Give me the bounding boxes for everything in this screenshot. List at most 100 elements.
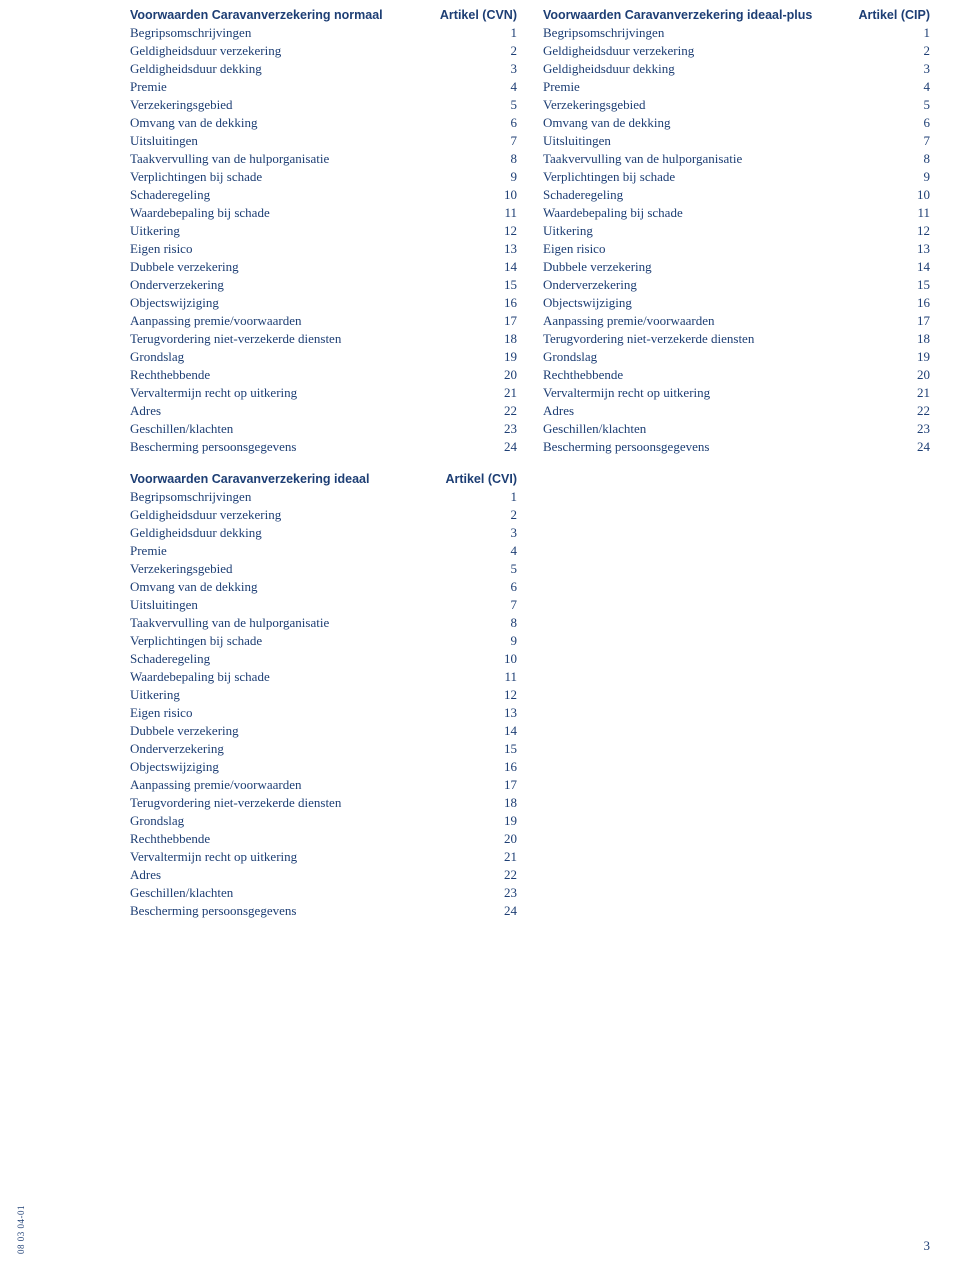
toc-item-number: 18: [427, 794, 517, 812]
toc-item-label: Verzekeringsgebied: [543, 96, 840, 114]
toc-item-label: Geschillen/klachten: [130, 884, 427, 902]
toc-item-label: Verplichtingen bij schade: [130, 632, 427, 650]
table-row: Geldigheidsduur verzekering2: [130, 506, 517, 524]
toc-item-number: 14: [427, 258, 517, 276]
toc-item-label: Terugvordering niet-verzekerde diensten: [543, 330, 840, 348]
toc-item-label: Onderverzekering: [543, 276, 840, 294]
toc-item-label: Begripsomschrijvingen: [130, 488, 427, 506]
toc-item-label: Eigen risico: [130, 704, 427, 722]
toc-item-number: 23: [427, 884, 517, 902]
toc-item-label: Schaderegeling: [130, 186, 427, 204]
toc-item-number: 19: [840, 348, 930, 366]
toc-item-number: 15: [427, 740, 517, 758]
toc-item-number: 10: [427, 650, 517, 668]
toc-item-label: Waardebepaling bij schade: [543, 204, 840, 222]
toc-item-number: 1: [840, 24, 930, 42]
toc-item-number: 22: [427, 402, 517, 420]
toc-item-number: 2: [427, 506, 517, 524]
toc-item-number: 11: [427, 204, 517, 222]
toc-item-number: 4: [427, 542, 517, 560]
toc-item-number: 4: [427, 78, 517, 96]
table-row: Geschillen/klachten23: [130, 884, 517, 902]
table-row: Geldigheidsduur dekking3: [543, 60, 930, 78]
table-row: Objectswijziging16: [543, 294, 930, 312]
toc-item-label: Grondslag: [130, 812, 427, 830]
toc-item-number: 17: [427, 776, 517, 794]
toc-item-number: 13: [427, 704, 517, 722]
table-row: Rechthebbende20: [130, 830, 517, 848]
toc-item-number: 12: [427, 686, 517, 704]
table-row: Aanpassing premie/voorwaarden17: [130, 312, 517, 330]
left-column: Voorwaarden Caravanverzekering normaal A…: [130, 6, 517, 934]
table-row: Terugvordering niet-verzekerde diensten1…: [130, 330, 517, 348]
toc-item-label: Uitsluitingen: [130, 596, 427, 614]
toc-item-label: Waardebepaling bij schade: [130, 668, 427, 686]
toc-item-number: 2: [427, 42, 517, 60]
toc-item-number: 13: [427, 240, 517, 258]
table-row: Verplichtingen bij schade9: [130, 168, 517, 186]
toc-item-number: 10: [840, 186, 930, 204]
toc-item-number: 23: [840, 420, 930, 438]
toc-item-number: 12: [840, 222, 930, 240]
toc-item-number: 14: [840, 258, 930, 276]
toc-item-number: 16: [427, 758, 517, 776]
toc-item-number: 6: [427, 114, 517, 132]
toc-item-number: 4: [840, 78, 930, 96]
table-row: Onderverzekering15: [130, 740, 517, 758]
document-code: 08 03 04-01: [16, 1205, 26, 1254]
toc-item-number: 1: [427, 488, 517, 506]
block-code: Artikel (CVI): [427, 470, 517, 488]
toc-item-label: Grondslag: [543, 348, 840, 366]
table-row: Geldigheidsduur verzekering2: [130, 42, 517, 60]
block-title: Voorwaarden Caravanverzekering normaal: [130, 6, 427, 24]
table-row: Omvang van de dekking6: [543, 114, 930, 132]
toc-item-label: Premie: [130, 542, 427, 560]
toc-item-number: 13: [840, 240, 930, 258]
table-row: Waardebepaling bij schade11: [130, 668, 517, 686]
toc-item-number: 22: [427, 866, 517, 884]
toc-item-number: 8: [427, 614, 517, 632]
table-row: Adres22: [130, 866, 517, 884]
toc-item-label: Rechthebbende: [543, 366, 840, 384]
table-row: Onderverzekering15: [543, 276, 930, 294]
toc-item-number: 5: [427, 560, 517, 578]
toc-item-label: Geschillen/klachten: [543, 420, 840, 438]
toc-item-number: 3: [427, 524, 517, 542]
toc-item-label: Geldigheidsduur verzekering: [130, 42, 427, 60]
toc-block-cvi: Voorwaarden Caravanverzekering ideaal Ar…: [130, 470, 517, 920]
table-row: Geldigheidsduur dekking3: [130, 524, 517, 542]
toc-item-number: 10: [427, 186, 517, 204]
toc-item-label: Aanpassing premie/voorwaarden: [130, 776, 427, 794]
table-row: Objectswijziging16: [130, 294, 517, 312]
toc-item-number: 1: [427, 24, 517, 42]
right-column: Voorwaarden Caravanverzekering ideaal-pl…: [543, 6, 930, 934]
toc-item-number: 6: [840, 114, 930, 132]
toc-item-label: Terugvordering niet-verzekerde diensten: [130, 794, 427, 812]
toc-item-number: 11: [427, 668, 517, 686]
toc-item-label: Omvang van de dekking: [130, 114, 427, 132]
toc-item-label: Dubbele verzekering: [130, 722, 427, 740]
toc-item-label: Objectswijziging: [130, 758, 427, 776]
block-code: Artikel (CIP): [840, 6, 930, 24]
toc-item-label: Geldigheidsduur verzekering: [130, 506, 427, 524]
table-row: Bescherming persoonsgegevens24: [130, 438, 517, 456]
toc-item-label: Geldigheidsduur dekking: [543, 60, 840, 78]
table-row: Verplichtingen bij schade9: [543, 168, 930, 186]
toc-item-label: Uitkering: [130, 222, 427, 240]
table-row: Grondslag19: [543, 348, 930, 366]
table-row: Premie4: [543, 78, 930, 96]
table-row: Uitkering12: [543, 222, 930, 240]
toc-item-label: Uitkering: [543, 222, 840, 240]
table-row: Vervaltermijn recht op uitkering21: [130, 848, 517, 866]
toc-item-label: Geldigheidsduur dekking: [130, 60, 427, 78]
toc-item-number: 3: [840, 60, 930, 78]
toc-item-number: 16: [840, 294, 930, 312]
toc-item-label: Verzekeringsgebied: [130, 96, 427, 114]
toc-item-label: Bescherming persoonsgegevens: [543, 438, 840, 456]
toc-item-label: Grondslag: [130, 348, 427, 366]
page-number: 3: [924, 1238, 931, 1254]
toc-item-number: 14: [427, 722, 517, 740]
toc-item-number: 19: [427, 812, 517, 830]
toc-item-number: 12: [427, 222, 517, 240]
table-row: Verzekeringsgebied5: [543, 96, 930, 114]
